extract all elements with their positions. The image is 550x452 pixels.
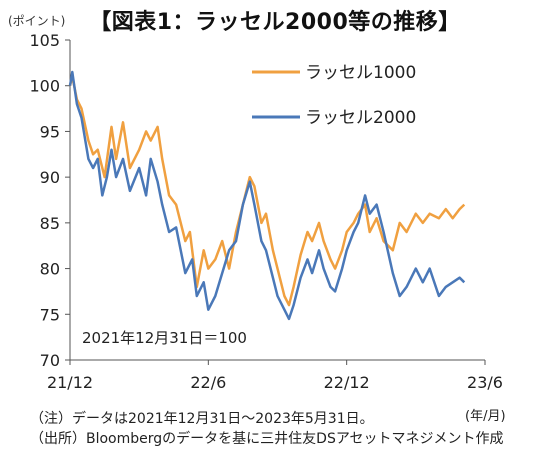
legend-label-2: ラッセル2000 (305, 108, 416, 128)
y-tick-label: 75 (40, 305, 60, 324)
x-axis: 21/12 22/6 22/12 23/6 (47, 359, 503, 392)
y-tick-label: 100 (29, 77, 60, 96)
y-tick-group: 70 75 80 85 90 95 100 105 (29, 31, 70, 370)
y-tick-label: 80 (40, 260, 60, 279)
x-axis-unit: (年/月) (465, 409, 506, 424)
y-tick-label: 95 (40, 122, 60, 141)
legend-label-1: ラッセル1000 (305, 63, 416, 83)
series-group (68, 70, 466, 321)
chart-title: 【図表1：ラッセル2000等の推移】 (89, 10, 461, 35)
y-tick-label: 70 (40, 351, 60, 370)
x-tick-group: 21/12 22/6 22/12 23/6 (47, 360, 503, 392)
x-tick-label: 21/12 (47, 373, 93, 392)
footnote-source: （出所）Bloombergのデータを基に三井住友DSアセットマネジメント作成 (30, 431, 504, 447)
footnote-note: （注）データは2021年12月31日～2023年5月31日。 (30, 411, 374, 427)
base-date-annotation: 2021年12月31日＝100 (82, 329, 247, 347)
y-tick-label: 85 (40, 214, 60, 233)
legend: ラッセル1000 ラッセル2000 (252, 63, 416, 128)
x-tick-label: 22/6 (190, 373, 226, 392)
y-axis-unit: (ポイント) (8, 14, 66, 28)
y-tick-label: 90 (40, 168, 60, 187)
series-line-2 (68, 70, 466, 321)
y-axis: 70 75 80 85 90 95 100 105 (29, 31, 71, 370)
x-tick-label: 23/6 (467, 373, 503, 392)
x-tick-label: 22/12 (324, 373, 370, 392)
y-tick-label: 105 (29, 31, 60, 50)
series-line-1 (68, 75, 466, 307)
